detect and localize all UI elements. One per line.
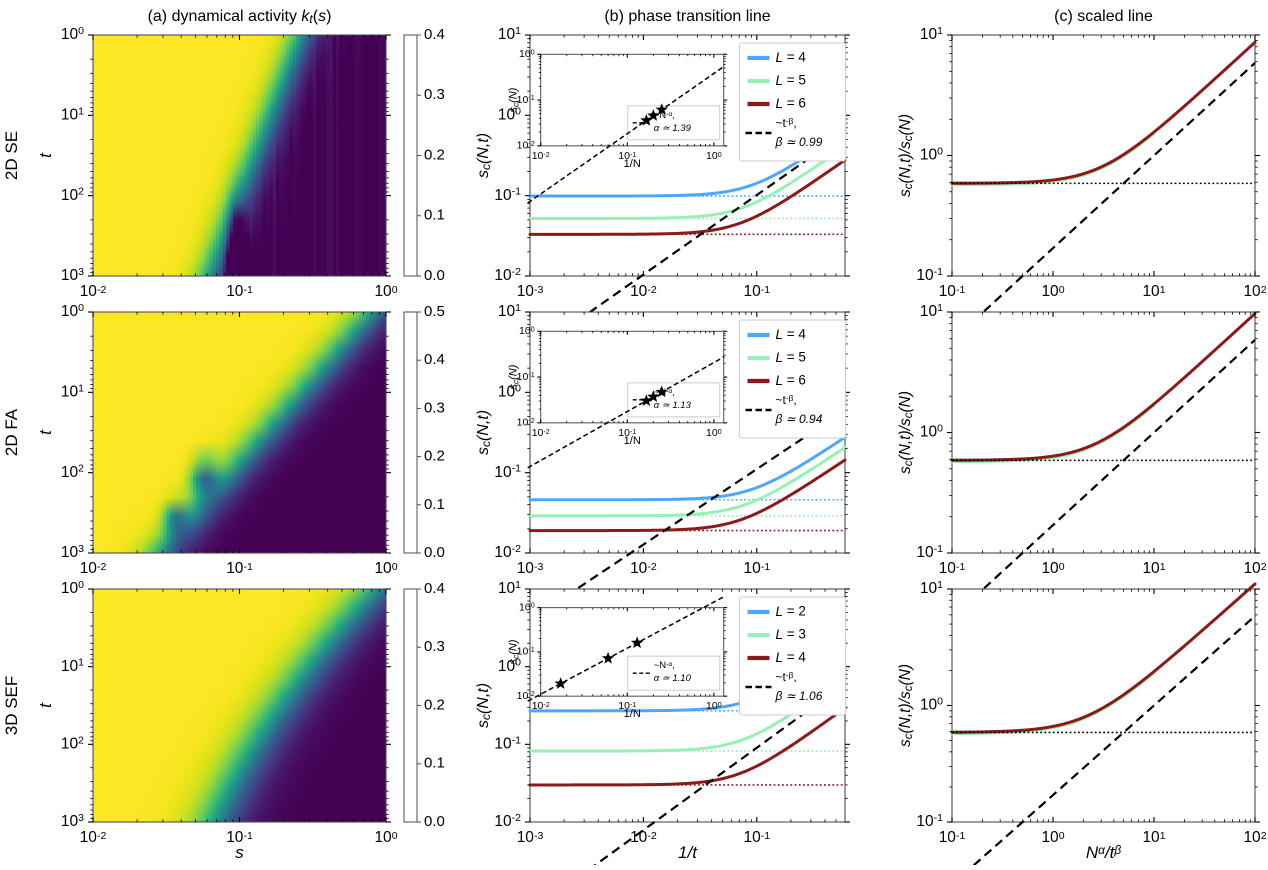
svg-text:2D SE: 2D SE (2, 131, 21, 180)
svg-text:β ≃ 1.06: β ≃ 1.06 (774, 689, 822, 703)
svg-text:sc(N,t): sc(N,t) (475, 133, 493, 178)
svg-text:sc(N,t): sc(N,t) (475, 410, 493, 455)
svg-text:α ≃ 1.39: α ≃ 1.39 (654, 123, 692, 134)
svg-text:0.1: 0.1 (424, 755, 445, 772)
svg-text:L = 3: L = 3 (775, 627, 805, 642)
svg-text:L = 6: L = 6 (775, 96, 805, 111)
svg-text:0.0: 0.0 (424, 267, 445, 284)
svg-text:L = 4: L = 4 (775, 327, 806, 342)
svg-text:0.3: 0.3 (424, 399, 445, 416)
svg-text:0.1: 0.1 (424, 496, 445, 513)
svg-text:sc(N): sc(N) (508, 87, 521, 112)
svg-text:L = 4: L = 4 (775, 650, 806, 665)
svg-text:0.1: 0.1 (424, 207, 445, 224)
svg-text:β ≃ 0.99: β ≃ 0.99 (774, 135, 822, 149)
svg-text:0.4: 0.4 (424, 26, 445, 43)
svg-text:L = 2: L = 2 (775, 604, 805, 619)
svg-text:(a) dynamical activity kt(s): (a) dynamical activity kt(s) (148, 8, 332, 26)
svg-text:0.2: 0.2 (424, 146, 445, 163)
svg-text:1/N: 1/N (624, 435, 641, 447)
svg-text:α ≃ 1.13: α ≃ 1.13 (654, 400, 692, 411)
svg-text:0.5: 0.5 (424, 303, 445, 320)
svg-text:(c) scaled line: (c) scaled line (1054, 8, 1153, 25)
svg-text:1/N: 1/N (624, 158, 641, 170)
svg-text:(b) phase transition line: (b) phase transition line (604, 8, 770, 25)
svg-text:0.0: 0.0 (424, 813, 445, 830)
svg-text:α ≃ 1.10: α ≃ 1.10 (654, 673, 692, 684)
svg-text:1/t: 1/t (678, 843, 698, 862)
svg-text:2D FA: 2D FA (2, 408, 21, 456)
svg-text:sc(N): sc(N) (508, 364, 521, 389)
svg-text:0.3: 0.3 (424, 638, 445, 655)
svg-text:L = 6: L = 6 (775, 373, 805, 388)
svg-text:0.0: 0.0 (424, 544, 445, 561)
svg-text:3D SEF: 3D SEF (2, 676, 21, 736)
svg-text:0.3: 0.3 (424, 86, 445, 103)
svg-text:0.4: 0.4 (424, 351, 445, 368)
svg-text:sc(N,t): sc(N,t) (475, 683, 493, 728)
svg-text:L = 4: L = 4 (775, 50, 806, 65)
svg-text:sc(N): sc(N) (508, 639, 521, 664)
svg-text:s: s (235, 843, 244, 862)
svg-text:0.4: 0.4 (424, 580, 445, 597)
svg-text:0.2: 0.2 (424, 448, 445, 465)
svg-text:L = 5: L = 5 (775, 73, 805, 88)
svg-text:1/N: 1/N (624, 708, 641, 720)
svg-text:β ≃ 0.94: β ≃ 0.94 (774, 412, 822, 426)
svg-text:L = 5: L = 5 (775, 350, 805, 365)
svg-text:~N-α,: ~N-α, (654, 660, 675, 671)
svg-text:0.2: 0.2 (424, 696, 445, 713)
